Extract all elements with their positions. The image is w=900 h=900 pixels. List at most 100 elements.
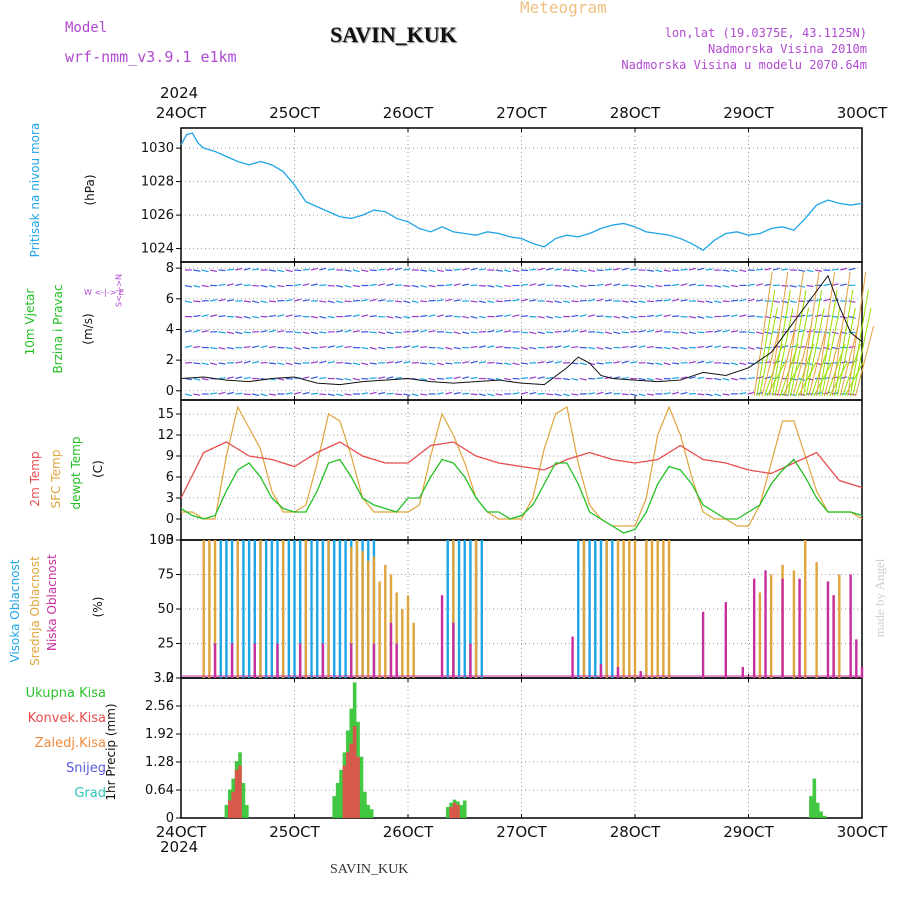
- wind-barb: [504, 299, 512, 302]
- y-tick-label: 1.92: [145, 727, 174, 742]
- wind-barb: [646, 346, 655, 349]
- wind-barb: [243, 331, 251, 334]
- wind-barb: [226, 268, 235, 271]
- legend-snow: Snijeg: [66, 761, 106, 776]
- wind-barb: [420, 362, 428, 365]
- wind-barb: [445, 298, 453, 302]
- wind-barb: [394, 393, 403, 396]
- wind-barb: [546, 331, 554, 334]
- wind-barb: [848, 315, 856, 319]
- wind-barb: [655, 269, 663, 273]
- wind-barb: [604, 346, 612, 350]
- wind-barb: [411, 345, 419, 349]
- x-tick-label-bottom: 27OCT: [496, 823, 547, 841]
- wind-barb: [823, 391, 831, 395]
- wind-barb: [688, 315, 696, 319]
- cloud-bar: [849, 574, 852, 678]
- precip-bar: [459, 804, 464, 818]
- wind-barb: [537, 392, 545, 395]
- wind-barb: [621, 393, 629, 396]
- wind-barb: [260, 345, 268, 349]
- wind-barb: [294, 331, 302, 334]
- wind-barb: [243, 315, 251, 319]
- wind-barb: [336, 300, 344, 304]
- wind-barb: [201, 269, 209, 273]
- wind-barb: [352, 377, 360, 381]
- y-tick-label: 2.56: [145, 699, 174, 714]
- wind-barb: [512, 269, 520, 273]
- wind-barb: [730, 377, 738, 381]
- wind-barb: [327, 268, 335, 271]
- wind-barb: [562, 300, 570, 304]
- wind-barb: [218, 283, 226, 287]
- wind-barb: [730, 284, 739, 288]
- wind-barb: [268, 300, 277, 303]
- wind-barb: [512, 314, 520, 318]
- cloud-bar: [838, 574, 841, 678]
- wind-barb: [747, 362, 755, 365]
- wind-barb: [638, 345, 646, 349]
- wind-barb: [722, 300, 730, 303]
- cloud-bar: [259, 540, 262, 678]
- wind-barb: [730, 314, 738, 318]
- cloud-bar: [752, 578, 756, 678]
- wind-barb: [848, 300, 856, 303]
- wind-barb: [294, 269, 302, 272]
- wind-barb: [184, 300, 192, 304]
- x-tick-label-bottom: 24OCT: [156, 823, 207, 841]
- cloud-bar: [298, 643, 302, 678]
- precip-unit: 1hr Precip (mm): [104, 703, 118, 801]
- wind-barb: [680, 391, 688, 395]
- cloud-bar: [208, 540, 211, 678]
- wind-barb: [680, 268, 688, 271]
- wind-barb: [243, 376, 251, 380]
- wind-barb: [184, 377, 193, 381]
- wind-barb: [327, 393, 335, 397]
- wind-barb: [453, 299, 461, 302]
- wind-barb: [344, 329, 352, 333]
- wind-barb: [688, 376, 696, 380]
- cloud-bar: [395, 643, 398, 678]
- wind-barb: [294, 315, 302, 318]
- wind-barb: [378, 391, 386, 395]
- wind-barb: [268, 329, 276, 333]
- wind-barb: [621, 360, 629, 364]
- wind-barb: [252, 284, 260, 287]
- cloud-bar: [826, 581, 830, 678]
- precip-bar: [346, 752, 350, 818]
- wind-barb: [672, 315, 680, 318]
- wind-barb: [462, 361, 470, 364]
- wind-barb: [394, 360, 402, 364]
- wind-barb: [818, 289, 838, 397]
- cloud-bar: [474, 540, 478, 678]
- wind-barb: [319, 376, 327, 380]
- wind-barb: [344, 377, 352, 381]
- wind-barb: [201, 377, 209, 381]
- wind-barb: [184, 345, 192, 349]
- cloud-bar: [633, 540, 637, 678]
- wind-barb: [672, 298, 680, 302]
- y-tick-label: 25: [157, 637, 174, 652]
- wind-barb: [537, 267, 545, 271]
- wind-barb: [852, 307, 872, 397]
- cloud-bar: [611, 540, 614, 678]
- wind-barb: [403, 393, 411, 397]
- wind-barb: [268, 393, 277, 396]
- cloud-bar: [355, 540, 359, 678]
- precip-bar: [224, 804, 229, 818]
- wind-barb: [478, 315, 486, 319]
- wind-barb: [798, 269, 806, 272]
- cloud-bar: [213, 540, 217, 678]
- wind-barb: [571, 393, 579, 396]
- wind-barb: [369, 331, 377, 334]
- wind-barb: [579, 330, 587, 333]
- precip-bar: [335, 783, 340, 818]
- wind-barb: [369, 298, 377, 302]
- cloud-bar: [264, 540, 268, 678]
- wind-barb: [621, 284, 629, 287]
- wind-barb: [836, 307, 856, 397]
- wind-barb: [436, 298, 444, 302]
- x-tick-label-bottom: 28OCT: [610, 823, 661, 841]
- wind-barb: [210, 269, 218, 273]
